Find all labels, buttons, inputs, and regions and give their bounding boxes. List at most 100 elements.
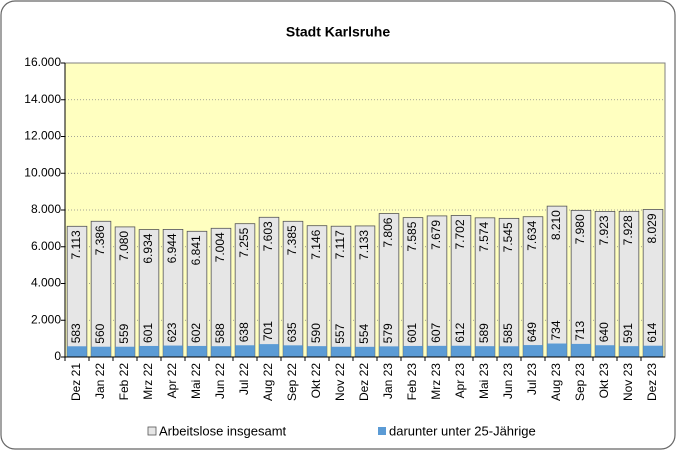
bar: [619, 346, 639, 357]
value-label: 713: [573, 321, 587, 341]
value-label: 607: [429, 322, 443, 342]
x-tick-label: Jul 23: [525, 363, 539, 395]
legend-swatch: [378, 427, 386, 435]
value-label: 7.980: [573, 214, 587, 244]
value-label: 7.255: [237, 227, 251, 257]
value-label: 612: [453, 322, 467, 342]
value-label: 585: [501, 323, 515, 343]
value-label: 640: [597, 322, 611, 342]
value-label: 7.386: [93, 225, 107, 255]
value-label: 6.944: [165, 233, 179, 263]
y-tick-label: 16.000: [24, 55, 61, 69]
y-tick-label: 4.000: [31, 276, 61, 290]
bar: [523, 345, 543, 357]
x-tick-label: Dez 23: [645, 363, 659, 401]
value-label: 557: [333, 323, 347, 343]
x-tick-label: Jul 22: [237, 363, 251, 395]
bar: [595, 345, 615, 357]
x-tick-label: Jan 23: [381, 363, 395, 399]
value-label: 6.934: [141, 233, 155, 263]
x-tick-label: Jun 23: [501, 363, 515, 399]
value-label: 7.702: [453, 219, 467, 249]
value-label: 7.679: [429, 220, 443, 250]
value-label: 588: [213, 323, 227, 343]
x-tick-label: Mrz 23: [429, 363, 443, 400]
y-tick-label: 0: [54, 349, 61, 363]
value-label: 7.923: [597, 215, 611, 245]
x-tick-label: Aug 22: [261, 363, 275, 401]
bar: [67, 346, 87, 357]
value-label: 8.029: [645, 213, 659, 243]
value-label: 7.574: [477, 222, 491, 252]
x-tick-label: Okt 23: [597, 363, 611, 399]
bar: [643, 345, 663, 357]
x-tick-label: Dez 22: [357, 363, 371, 401]
value-label: 559: [117, 323, 131, 343]
value-label: 602: [189, 323, 203, 343]
value-label: 7.133: [357, 230, 371, 260]
x-tick-label: Aug 23: [549, 363, 563, 401]
bar: [187, 345, 207, 357]
bar: [331, 346, 351, 357]
y-tick-label: 14.000: [24, 92, 61, 106]
x-tick-label: Apr 23: [453, 363, 467, 399]
x-tick-label: Jun 22: [213, 363, 227, 399]
bar: [259, 344, 279, 357]
value-label: 590: [309, 323, 323, 343]
value-label: 623: [165, 322, 179, 342]
bar: [307, 346, 327, 357]
x-tick-label: Feb 23: [405, 363, 419, 401]
chart-title: Stadt Karlsruhe: [286, 24, 390, 40]
x-tick-label: Nov 23: [621, 363, 635, 401]
value-label: 7.545: [501, 222, 515, 252]
y-tick-label: 8.000: [31, 202, 61, 216]
bar: [163, 345, 183, 357]
value-label: 7.113: [69, 230, 83, 259]
value-label: 6.841: [189, 235, 203, 265]
value-label: 554: [357, 323, 371, 343]
value-label: 601: [405, 323, 419, 343]
value-label: 579: [381, 323, 395, 343]
value-label: 649: [525, 322, 539, 342]
value-label: 638: [237, 322, 251, 342]
x-tick-label: Feb 22: [117, 363, 131, 401]
bar: [499, 346, 519, 357]
y-tick-label: 10.000: [24, 165, 61, 179]
bar: [235, 345, 255, 357]
x-tick-label: Apr 22: [165, 363, 179, 399]
legend-label: Arbeitslose insgesamt: [159, 423, 287, 438]
value-label: 701: [261, 321, 275, 341]
value-label: 7.080: [117, 231, 131, 261]
bar: [139, 345, 159, 357]
x-tick-label: Sep 22: [285, 363, 299, 401]
bar: [403, 345, 423, 357]
value-label: 7.146: [309, 229, 323, 259]
x-tick-label: Mrz 22: [141, 363, 155, 400]
value-label: 560: [93, 323, 107, 343]
value-label: 7.385: [285, 225, 299, 255]
bar: [91, 346, 111, 357]
bar: [115, 346, 135, 357]
bar: [355, 346, 375, 357]
bar: [211, 346, 231, 357]
value-label: 601: [141, 323, 155, 343]
x-tick-label: Jan 22: [93, 363, 107, 399]
value-label: 583: [69, 323, 83, 343]
value-label: 635: [285, 322, 299, 342]
bar: [547, 343, 567, 357]
y-tick-label: 2.000: [31, 312, 61, 326]
bar: [451, 345, 471, 357]
value-label: 7.117: [333, 230, 347, 259]
value-label: 7.634: [525, 220, 539, 250]
value-label: 589: [477, 323, 491, 343]
bar: [571, 343, 591, 357]
legend-swatch: [147, 426, 157, 436]
x-tick-label: Dez 21: [69, 363, 83, 401]
x-tick-label: Nov 22: [333, 363, 347, 401]
value-label: 7.806: [381, 217, 395, 247]
bar: [379, 346, 399, 357]
value-label: 7.928: [621, 215, 635, 245]
bar: [427, 345, 447, 357]
x-tick-label: Okt 22: [309, 363, 323, 399]
